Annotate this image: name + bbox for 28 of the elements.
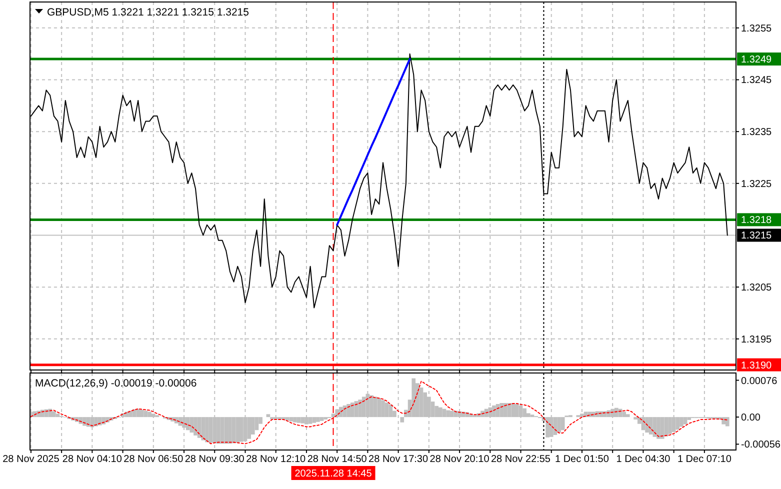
y-tick-label: 1.3225 [741, 178, 772, 190]
y-tick-label: 1.3245 [741, 75, 772, 86]
x-tick-label: 2025.11.28 14:45 [294, 468, 372, 480]
x-tick-label: 28 Nov 04:10 [62, 454, 122, 465]
x-tick-label: 28 Nov 20:10 [430, 454, 490, 465]
x-tick-label: 1 Dec 01:50 [555, 454, 610, 465]
x-tick-label: 1 Dec 04:30 [616, 454, 671, 465]
y-tick-label: 1.3235 [741, 127, 772, 138]
x-tick-label: 28 Nov 09:30 [184, 454, 245, 465]
x-tick-label: 28 Nov 14:50 [307, 454, 368, 465]
x-tick-label: 28 Nov 17:30 [368, 454, 428, 465]
x-tick-label: 28 Nov 2025 [2, 454, 60, 465]
y-tick-label: 0.00076 [741, 376, 778, 387]
y-tick-label: 1.3205 [741, 282, 772, 294]
ref-line-label: 1.3215 [741, 230, 772, 242]
y-tick-label: 1.3195 [741, 334, 772, 346]
y-tick-label: 1.3255 [741, 23, 772, 34]
text: GBPUSD,M5 1.3221 1.3221 1.3215 1.3215 [47, 6, 250, 19]
ref-line-label: 1.3249 [741, 54, 772, 66]
y-tick-label: -0.00056 [741, 440, 781, 451]
ref-line-label: 1.3218 [741, 215, 772, 226]
y-tick-label: 0.00 [741, 412, 761, 424]
x-tick-label: 28 Nov 22:55 [491, 454, 551, 465]
x-tick-label: 1 Dec 07:10 [677, 454, 732, 465]
x-tick-label: 28 Nov 12:10 [246, 454, 306, 465]
text: MACD(12,26,9) -0.00019 -0.00006 [35, 378, 197, 390]
x-tick-label: 28 Nov 06:50 [124, 454, 184, 465]
ref-line-label: 1.3190 [741, 360, 772, 372]
